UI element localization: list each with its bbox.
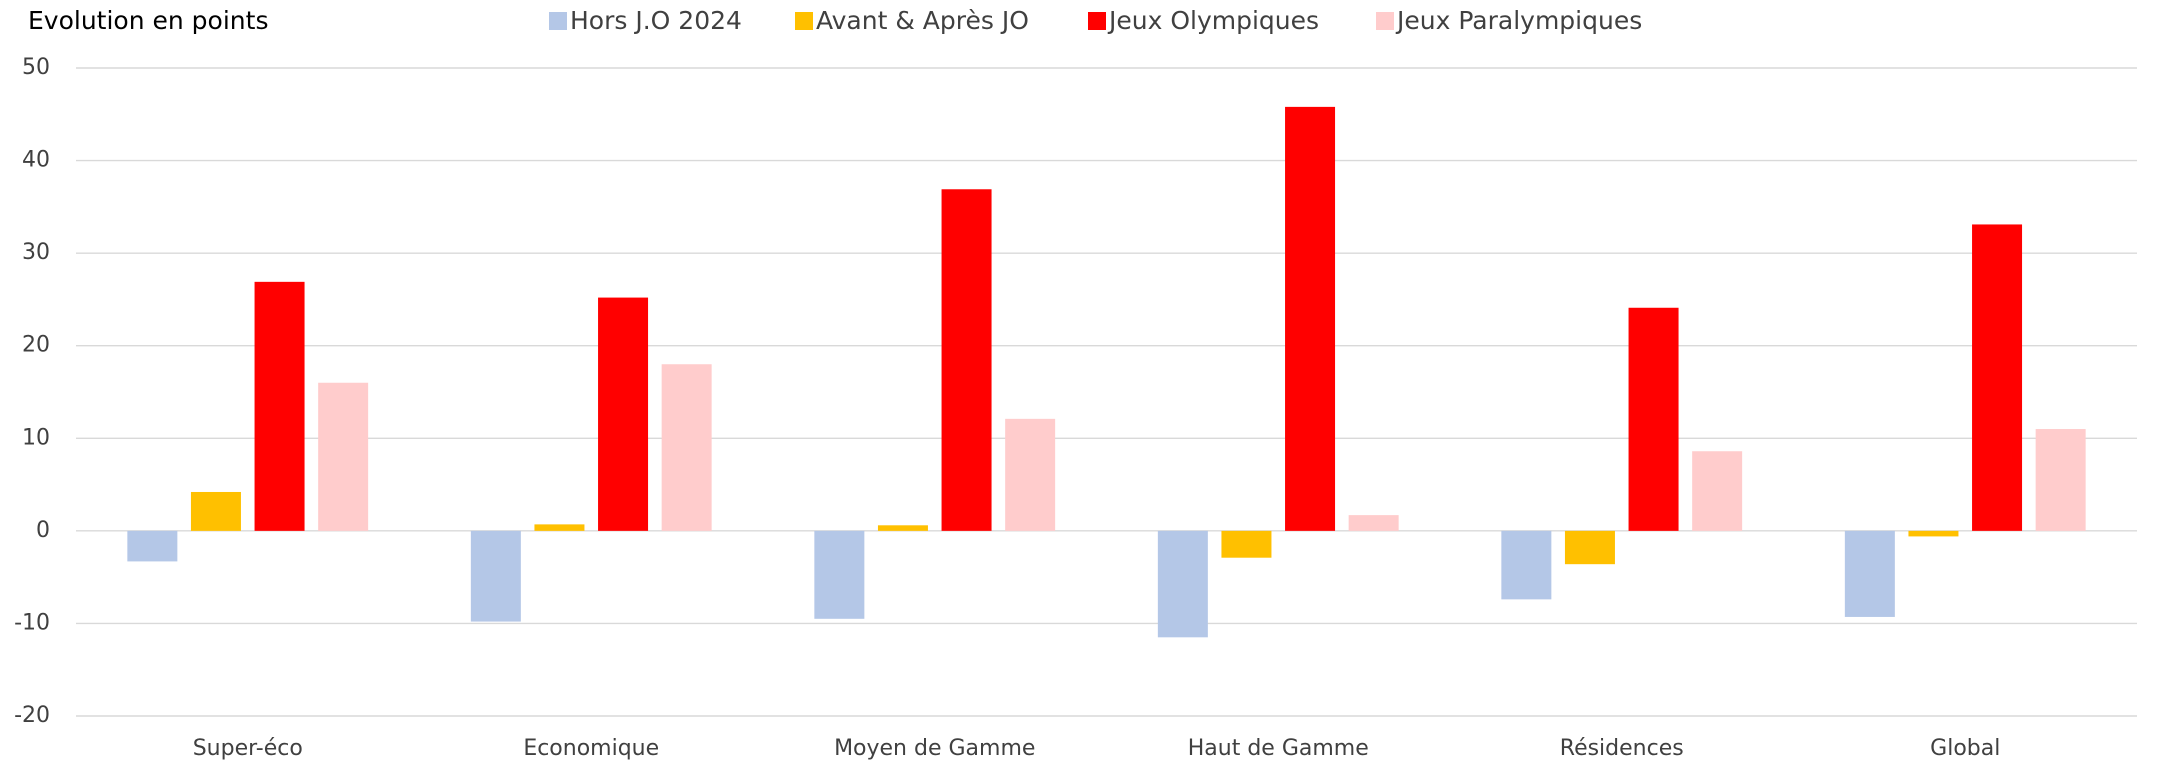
bar — [1285, 106, 1336, 531]
bar — [534, 524, 585, 531]
x-tick-label: Economique — [523, 736, 659, 761]
legend-label: Avant & Après JO — [816, 6, 1029, 35]
y-tick-label: 10 — [22, 425, 50, 450]
x-tick-label: Global — [1930, 736, 2000, 761]
x-tick-label: Résidences — [1560, 736, 1684, 761]
legend-swatch — [795, 12, 813, 30]
bar — [470, 530, 521, 622]
bar — [318, 382, 369, 531]
bar — [1157, 530, 1208, 638]
legend-label: Jeux Olympiques — [1107, 6, 1319, 35]
x-tick-label: Haut de Gamme — [1188, 736, 1369, 761]
y-tick-label: 50 — [22, 55, 50, 80]
bar — [1348, 515, 1399, 531]
legend-label: Jeux Paralympiques — [1395, 6, 1642, 35]
legend-label: Hors J.O 2024 — [570, 6, 742, 35]
bar — [1221, 530, 1272, 558]
x-tick-label: Moyen de Gamme — [834, 736, 1035, 761]
legend-swatch — [1088, 12, 1106, 30]
bar — [127, 530, 178, 562]
bar — [1628, 307, 1679, 531]
bar — [941, 189, 992, 531]
bar — [1501, 530, 1552, 600]
y-tick-label: -20 — [14, 703, 50, 728]
chart-title: Evolution en points — [28, 6, 268, 35]
legend-swatch — [549, 12, 567, 30]
bar — [254, 281, 305, 531]
bar — [814, 530, 865, 619]
y-tick-label: 30 — [22, 240, 50, 265]
y-tick-label: -10 — [14, 610, 50, 635]
bar — [2035, 429, 2086, 531]
bar — [1908, 530, 1959, 537]
y-tick-label: 20 — [22, 333, 50, 358]
bar — [598, 297, 649, 531]
bar — [661, 364, 712, 531]
bar — [1972, 224, 2023, 531]
bar — [1844, 530, 1895, 617]
y-tick-label: 40 — [22, 148, 50, 173]
bar — [190, 491, 241, 531]
bar — [1692, 451, 1743, 531]
legend-swatch — [1376, 12, 1394, 30]
bar — [1564, 530, 1615, 565]
bar — [1005, 418, 1056, 531]
y-tick-label: 0 — [36, 518, 50, 543]
bar — [877, 525, 928, 531]
x-tick-label: Super-éco — [193, 736, 303, 761]
